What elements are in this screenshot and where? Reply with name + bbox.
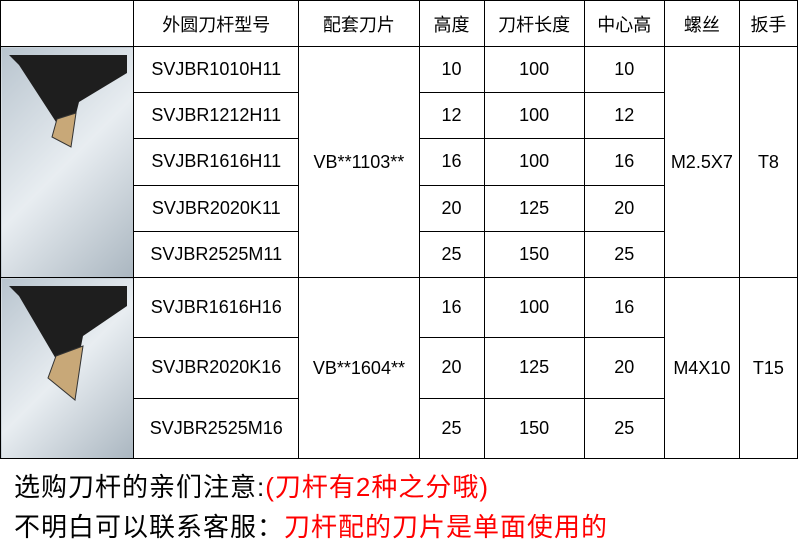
length-cell: 150 (484, 231, 584, 277)
footer-line-2: 不明白可以联系客服：刀杆配的刀片是单面使用的 (14, 507, 794, 547)
model-cell: SVJBR1212H11 (134, 93, 299, 139)
header-wrench: 扳手 (739, 1, 797, 47)
model-cell: SVJBR2020K11 (134, 185, 299, 231)
length-cell: 125 (484, 185, 584, 231)
center-cell: 20 (584, 338, 664, 398)
center-cell: 12 (584, 93, 664, 139)
page-container: 外圆刀杆型号 配套刀片 高度 刀杆长度 中心高 螺丝 扳手 SVJBR1010H… (0, 0, 800, 552)
footer-text: 不明白可以联系客服： (14, 512, 284, 542)
screw-cell: M2.5X7 (664, 47, 739, 278)
footer-text: 选购刀杆的亲们注意: (14, 472, 265, 502)
header-image (1, 1, 134, 47)
height-cell: 10 (419, 47, 484, 93)
length-cell: 100 (484, 47, 584, 93)
header-insert: 配套刀片 (299, 1, 419, 47)
table-row: SVJBR1616H16 VB**1604** 16 100 16 M4X10 … (1, 278, 798, 338)
header-screw: 螺丝 (664, 1, 739, 47)
height-cell: 16 (419, 278, 484, 338)
height-cell: 25 (419, 398, 484, 458)
length-cell: 150 (484, 398, 584, 458)
header-length: 刀杆长度 (484, 1, 584, 47)
height-cell: 20 (419, 185, 484, 231)
header-row: 外圆刀杆型号 配套刀片 高度 刀杆长度 中心高 螺丝 扳手 (1, 1, 798, 47)
center-cell: 10 (584, 47, 664, 93)
center-cell: 25 (584, 398, 664, 458)
model-cell: SVJBR2020K16 (134, 338, 299, 398)
wrench-cell: T15 (739, 278, 797, 459)
insert-cell: VB**1103** (299, 47, 419, 278)
center-cell: 20 (584, 185, 664, 231)
header-model: 外圆刀杆型号 (134, 1, 299, 47)
tool-icon (1, 278, 131, 458)
wrench-cell: T8 (739, 47, 797, 278)
length-cell: 100 (484, 139, 584, 185)
center-cell: 25 (584, 231, 664, 277)
insert-cell: VB**1604** (299, 278, 419, 459)
model-cell: SVJBR2525M16 (134, 398, 299, 458)
height-cell: 12 (419, 93, 484, 139)
tool-image-1 (1, 47, 134, 278)
model-cell: SVJBR1010H11 (134, 47, 299, 93)
footer-text-red: 刀杆配的刀片是单面使用的 (284, 512, 608, 542)
footer-line-1: 选购刀杆的亲们注意:(刀杆有2种之分哦) (14, 467, 794, 507)
center-cell: 16 (584, 278, 664, 338)
footer-notes: 选购刀杆的亲们注意:(刀杆有2种之分哦) 不明白可以联系客服：刀杆配的刀片是单面… (0, 459, 800, 552)
length-cell: 100 (484, 93, 584, 139)
length-cell: 100 (484, 278, 584, 338)
model-cell: SVJBR1616H16 (134, 278, 299, 338)
height-cell: 20 (419, 338, 484, 398)
tool-image-2 (1, 278, 134, 459)
model-cell: SVJBR1616H11 (134, 139, 299, 185)
screw-cell: M4X10 (664, 278, 739, 459)
model-cell: SVJBR2525M11 (134, 231, 299, 277)
center-cell: 16 (584, 139, 664, 185)
height-cell: 16 (419, 139, 484, 185)
header-center: 中心高 (584, 1, 664, 47)
header-height: 高度 (419, 1, 484, 47)
tool-icon (1, 47, 131, 277)
spec-table: 外圆刀杆型号 配套刀片 高度 刀杆长度 中心高 螺丝 扳手 SVJBR1010H… (0, 0, 798, 459)
length-cell: 125 (484, 338, 584, 398)
footer-text-red: (刀杆有2种之分哦) (265, 472, 489, 502)
height-cell: 25 (419, 231, 484, 277)
table-row: SVJBR1010H11 VB**1103** 10 100 10 M2.5X7… (1, 47, 798, 93)
